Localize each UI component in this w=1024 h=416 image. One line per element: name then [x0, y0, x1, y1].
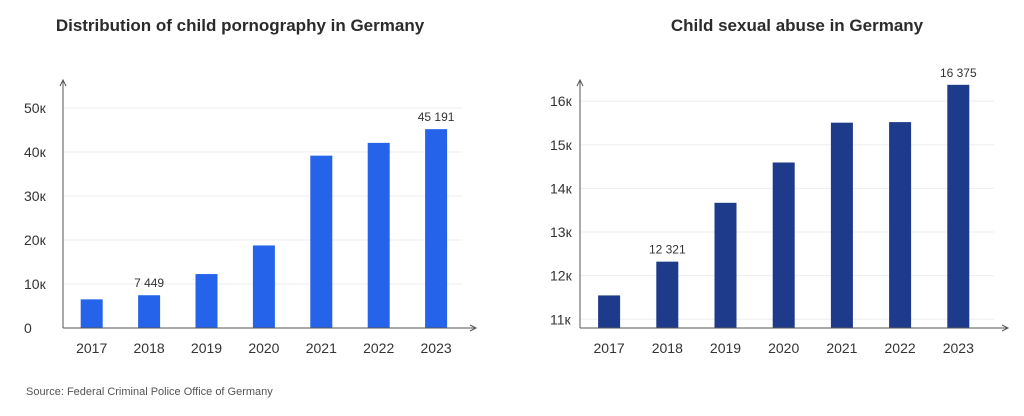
x-tick-label: 2022 [885, 340, 916, 356]
x-tick-label: 2018 [134, 340, 165, 356]
y-axis-arrow [576, 78, 584, 87]
data-label: 16 375 [940, 66, 977, 80]
y-axis-arrow [59, 78, 67, 87]
x-tick-label: 2020 [768, 340, 799, 356]
data-label: 12 321 [649, 243, 686, 257]
bar-chart-svg: 0 10к 20к 30к 40к 50к 2017 2018 7 449 2019 2020 202… [24, 78, 478, 356]
x-tick-label: 2022 [363, 340, 394, 356]
y-tick-label: 20к [24, 232, 47, 248]
y-tick-label: 14к [550, 180, 573, 196]
y-tick-label: 15к [550, 137, 573, 153]
bar [947, 84, 970, 328]
bar-chart-svg: 11к 12к 13к 14к 15к 16к 2017 2018 12 321 2019 2020… [550, 66, 1010, 356]
bar [138, 295, 161, 328]
chart-title: Child sexual abuse in Germany [670, 16, 924, 35]
y-tick-label: 0 [24, 320, 32, 336]
y-tick-label: 50к [24, 100, 47, 116]
y-tick-label: 11к [550, 311, 572, 327]
bar [367, 142, 390, 328]
x-axis-arrow [1001, 324, 1010, 332]
bar [310, 155, 333, 328]
bar [714, 202, 737, 328]
x-tick-label: 2017 [76, 340, 107, 356]
bar [195, 274, 218, 328]
x-tick-label: 2023 [943, 340, 974, 356]
x-tick-label: 2021 [826, 340, 857, 356]
y-tick-label: 10к [24, 276, 47, 292]
bar [772, 162, 795, 328]
chart-child-sexual-abuse: Child sexual abuse in Germany 11к 12к 13к 1… [512, 0, 1024, 380]
y-tick-label: 40к [24, 144, 47, 160]
bar [830, 122, 853, 328]
source-note: Source: Federal Criminal Police Office o… [26, 386, 273, 398]
x-tick-label: 2018 [652, 340, 683, 356]
bar [598, 295, 621, 328]
data-label: 7 449 [134, 276, 164, 290]
x-tick-label: 2017 [594, 340, 625, 356]
x-axis-arrow [469, 324, 478, 332]
x-tick-label: 2019 [191, 340, 222, 356]
bar [425, 129, 448, 328]
bar [252, 245, 275, 328]
y-tick-label: 30к [24, 188, 47, 204]
data-label: 45 191 [418, 110, 455, 124]
y-tick-label: 16к [550, 93, 573, 109]
y-tick-label: 13к [550, 224, 573, 240]
x-tick-label: 2020 [248, 340, 279, 356]
chart-title: Distribution of child pornography in Ger… [55, 16, 425, 35]
x-tick-label: 2023 [421, 340, 452, 356]
bar [80, 299, 103, 328]
x-tick-label: 2019 [710, 340, 741, 356]
bar [656, 261, 679, 328]
bar [889, 122, 912, 328]
chart-child-pornography: Distribution of child pornography in Ger… [0, 0, 512, 380]
x-tick-label: 2021 [306, 340, 337, 356]
y-tick-label: 12к [550, 268, 573, 284]
